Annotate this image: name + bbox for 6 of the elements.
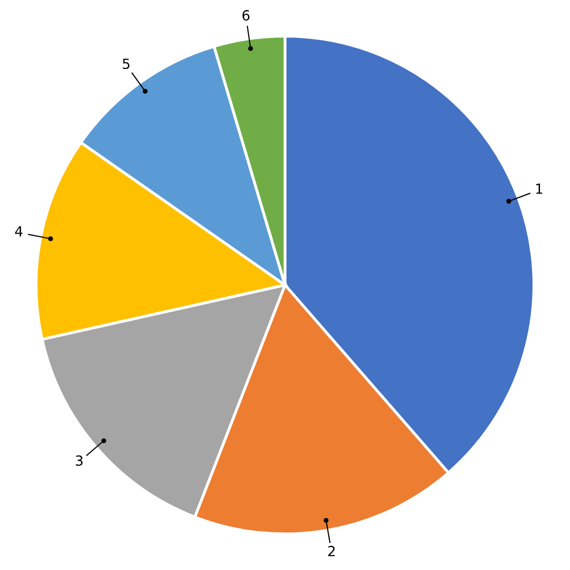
slice-label: 2 bbox=[328, 546, 335, 556]
slice-label: 1 bbox=[536, 184, 542, 194]
slice-label: 6 bbox=[242, 10, 250, 21]
slice-label: 5 bbox=[122, 58, 130, 70]
slice-label: 4 bbox=[15, 226, 22, 236]
slice-label: 3 bbox=[76, 455, 83, 466]
